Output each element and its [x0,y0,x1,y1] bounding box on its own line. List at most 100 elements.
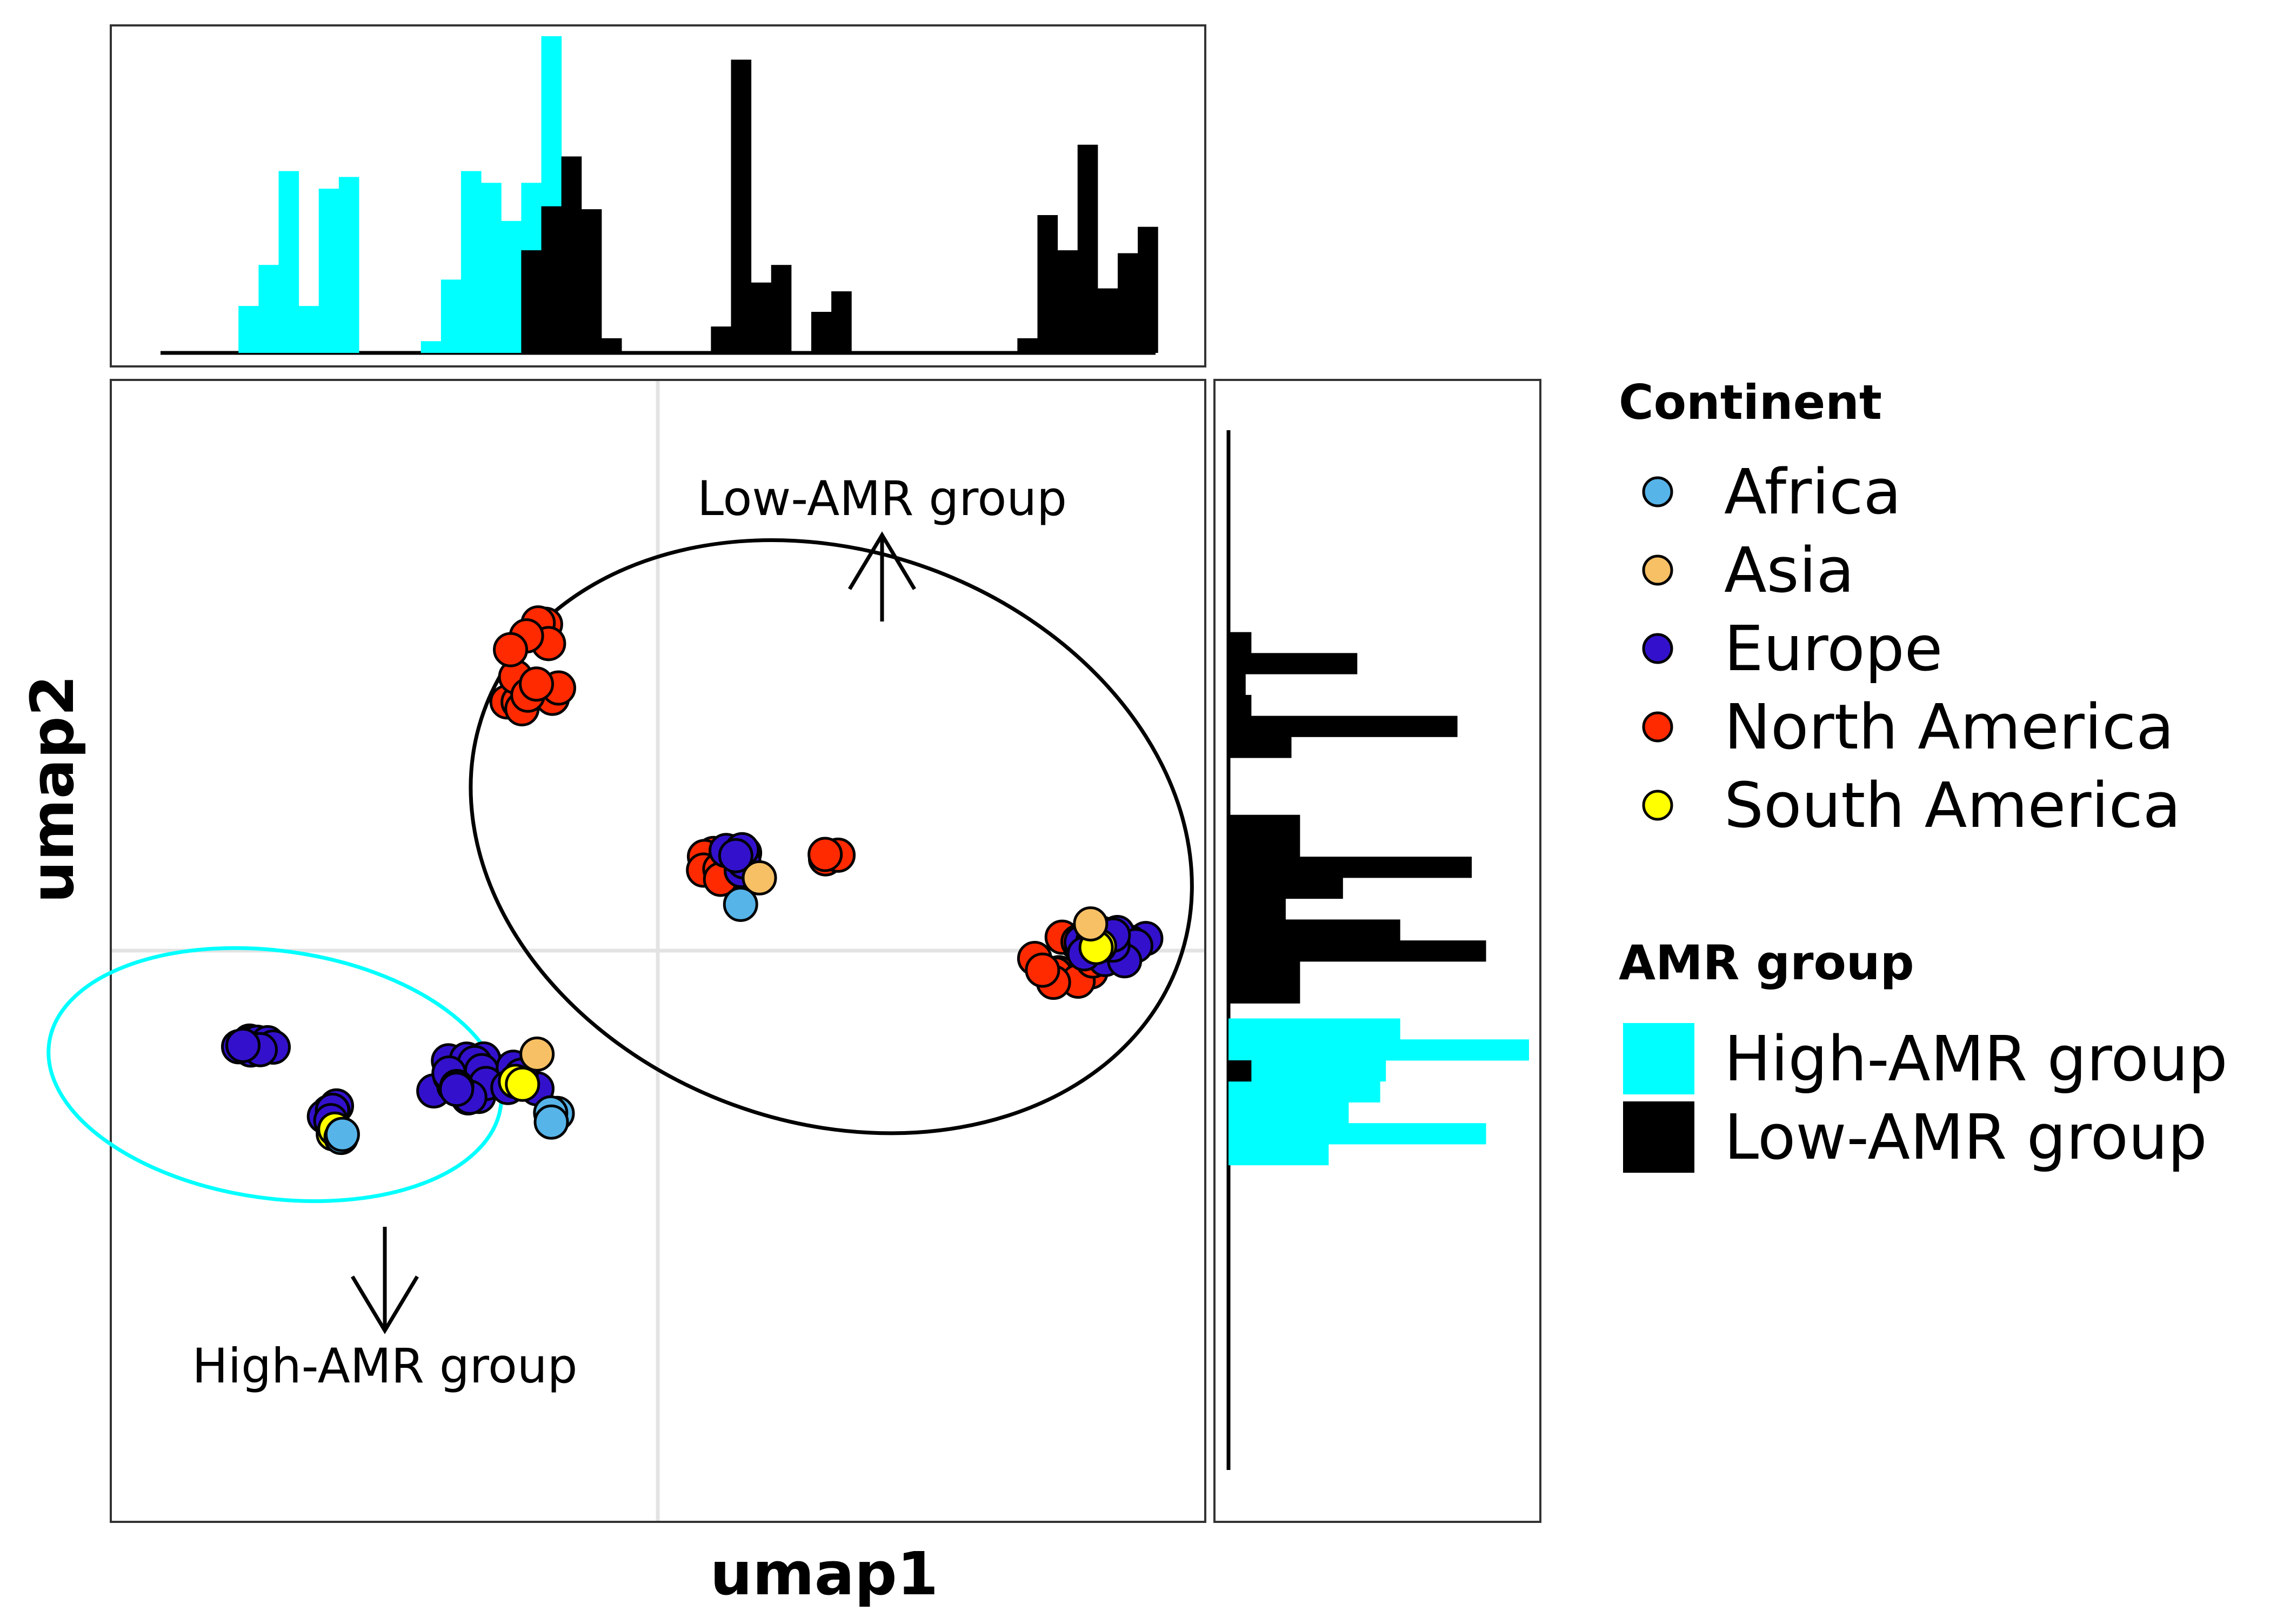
top-hist-bar-low-amr [1097,288,1118,353]
legend-marker-asia [1642,554,1673,586]
group-ellipses [46,538,1194,1204]
right-hist-bar-low-amr [1229,961,1300,983]
right-histogram [1213,379,1541,1523]
data-point [723,886,758,922]
data-point [505,1066,540,1102]
right-hist-bar-low-amr [1229,940,1486,962]
top-hist-bar-low-amr [581,209,602,353]
top-hist-bar-low-amr [1118,253,1138,353]
top-hist-bar-high-amr [298,306,319,353]
x-axis-label: umap1 [710,1539,938,1608]
top-hist-bar-low-amr [601,338,622,353]
legend-label: Low-AMR group [1724,1101,2207,1174]
top-hist-bar-low-amr [1037,215,1058,353]
scatter-points [221,605,1164,1155]
legend-swatch-high-amr-group [1623,1023,1694,1094]
right-hist-bar-low-amr [1229,814,1300,836]
top-hist-bar-high-amr [420,341,442,353]
top-hist-bar-low-amr [1017,338,1038,353]
right-hist-bar-high-amr [1229,1123,1486,1145]
right-histogram-bars [1229,632,1529,1166]
top-hist-bar-low-amr [1138,226,1158,353]
right-hist-bar-low-amr [1229,674,1246,696]
right-hist-bar-high-amr [1229,1018,1400,1040]
right-hist-bar-low-amr [1229,632,1252,653]
data-point [807,837,843,872]
legend-marker-south-america [1642,790,1673,821]
legend-label: Asia [1724,534,1854,607]
annotation-high-amr: High-AMR group [192,1227,578,1394]
right-hist-bar-low-amr [1229,857,1472,878]
top-hist-bar-high-amr [481,183,502,353]
ellipse-low-amr-group [469,538,1194,1135]
y-axis-label: umap2 [18,675,87,903]
top-hist-bar-low-amr [561,156,582,353]
right-hist-bar-high-amr [1229,1060,1386,1082]
top-hist-bar-high-amr [238,306,259,353]
top-hist-bar-low-amr [771,265,792,353]
ellipse-high-amr-group [46,946,504,1204]
data-point [1073,906,1109,942]
down-arrow [350,1227,419,1334]
legend-marker-europe [1642,633,1673,664]
main-panel: Low-AMR group High-AMR group [46,379,1206,1523]
right-hist-bar-low-amr [1229,877,1343,899]
legend-label: Africa [1724,456,1901,529]
right-hist-bar-high-amr [1229,1081,1380,1102]
legend-marker-africa [1642,476,1673,507]
right-hist-bar-low-amr [1229,898,1286,920]
annotation-high-amr-label: High-AMR group [192,1338,578,1394]
data-point [718,838,753,873]
top-hist-bar-high-amr [258,265,279,353]
right-hist-bar-low-amr [1229,653,1358,674]
top-hist-bar-high-amr [461,171,482,353]
top-hist-bar-low-amr [711,326,731,353]
legend-label: North America [1724,691,2174,764]
annotation-low-amr: Low-AMR group [697,471,1067,621]
data-point [742,860,777,895]
right-hist-bar-low-amr [1229,694,1252,717]
right-hist-bar-low-amr [1229,1060,1252,1082]
right-hist-bar-high-amr [1229,1039,1529,1061]
right-hist-bar-high-amr [1229,1144,1329,1166]
legend-label: High-AMR group [1724,1023,2228,1095]
data-point [439,1072,475,1107]
right-hist-bar-low-amr [1229,737,1292,758]
top-hist-bar-low-amr [1077,144,1098,353]
top-hist-bar-low-amr [521,250,542,353]
top-hist-bar-low-amr [541,206,562,353]
up-arrow [847,531,917,621]
data-point [324,1117,360,1152]
data-point [519,1036,555,1072]
legend-marker-north-america [1642,711,1673,743]
top-hist-bar-low-amr [831,291,852,353]
amr-legend-title: AMR group [1619,935,1914,991]
data-point [519,666,555,702]
top-hist-bar-low-amr [731,59,752,353]
right-hist-bar-low-amr [1229,716,1458,737]
data-point [533,1104,569,1140]
top-hist-bar-low-amr [811,312,832,353]
data-point [225,1027,261,1063]
right-hist-bar-low-amr [1229,982,1300,1004]
right-hist-bar-low-amr [1229,836,1300,857]
continent-legend-title: Continent [1619,375,1882,430]
top-histogram [110,24,1206,367]
right-hist-bar-low-amr [1229,919,1400,941]
data-point [1025,952,1060,988]
top-hist-bar-low-amr [1057,250,1078,353]
top-hist-bar-high-amr [278,171,299,353]
top-hist-bar-high-amr [338,177,359,353]
top-hist-bar-high-amr [318,189,339,353]
top-hist-bar-high-amr [501,220,522,353]
legend-swatch-low-amr-group [1623,1101,1694,1173]
right-hist-bar-high-amr [1229,1102,1349,1124]
top-hist-bar-low-amr [751,282,772,353]
data-point [493,632,529,667]
top-histogram-bars [238,36,1158,353]
